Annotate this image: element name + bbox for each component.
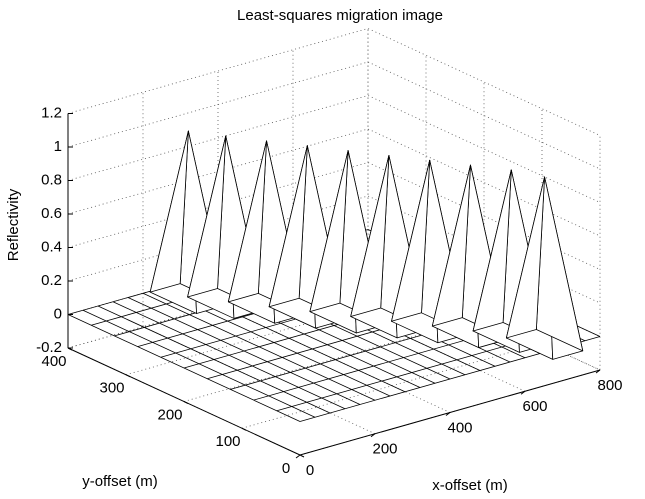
x-tick <box>370 433 376 438</box>
x-tick <box>595 369 601 374</box>
spike-face <box>431 164 471 327</box>
grid-line <box>67 61 601 170</box>
z-tick-label: 1 <box>54 138 62 155</box>
y-tick-label: 300 <box>99 380 124 397</box>
spike-face <box>187 135 227 298</box>
y-tick-label: 200 <box>157 406 182 423</box>
x-tick-label: 0 <box>306 462 314 479</box>
grid-line <box>299 135 601 456</box>
y-tick <box>299 454 305 458</box>
y-tick-label: 400 <box>41 353 66 370</box>
grid-line <box>67 28 369 349</box>
spike-face <box>350 154 390 317</box>
y-tick <box>241 427 247 431</box>
x-tick-label: 200 <box>372 441 397 458</box>
x-tick-label: 600 <box>522 398 547 415</box>
y-tick-label: 0 <box>282 460 290 477</box>
spike-face <box>149 130 189 293</box>
spike-face <box>391 159 431 322</box>
grid-line <box>183 82 485 402</box>
spike-face <box>309 150 349 312</box>
x-tick <box>445 412 451 416</box>
grid-line <box>125 55 427 376</box>
chart-title: Least-squares migration image <box>237 7 443 24</box>
y-tick <box>183 401 189 404</box>
z-tick-label: 0.8 <box>41 171 62 188</box>
z-tick-label: 0.2 <box>41 272 62 289</box>
x-axis-label: x-offset (m) <box>432 477 508 494</box>
spike <box>505 176 584 360</box>
y-axis-label: y-offset (m) <box>82 473 158 490</box>
spike-face <box>268 145 308 308</box>
x-tick-label: 800 <box>597 377 622 394</box>
z-tick-label: 1.2 <box>41 104 62 121</box>
grid-line <box>67 28 601 136</box>
z-tick-label: -0.2 <box>36 339 62 356</box>
y-tick-label: 100 <box>215 433 240 450</box>
z-tick-label: 0 <box>54 305 62 322</box>
x-tick <box>520 390 526 395</box>
z-tick-label: 0.4 <box>41 238 62 255</box>
spike-face <box>227 140 267 303</box>
spike-face <box>505 176 545 339</box>
spike-face <box>472 169 512 332</box>
y-tick <box>125 374 131 378</box>
z-tick-label: 0.6 <box>41 205 62 222</box>
x-tick-label: 400 <box>447 419 472 436</box>
z-axis-label: Reflectivity <box>5 188 22 261</box>
grid-line <box>67 95 601 203</box>
x-tick <box>295 454 301 459</box>
